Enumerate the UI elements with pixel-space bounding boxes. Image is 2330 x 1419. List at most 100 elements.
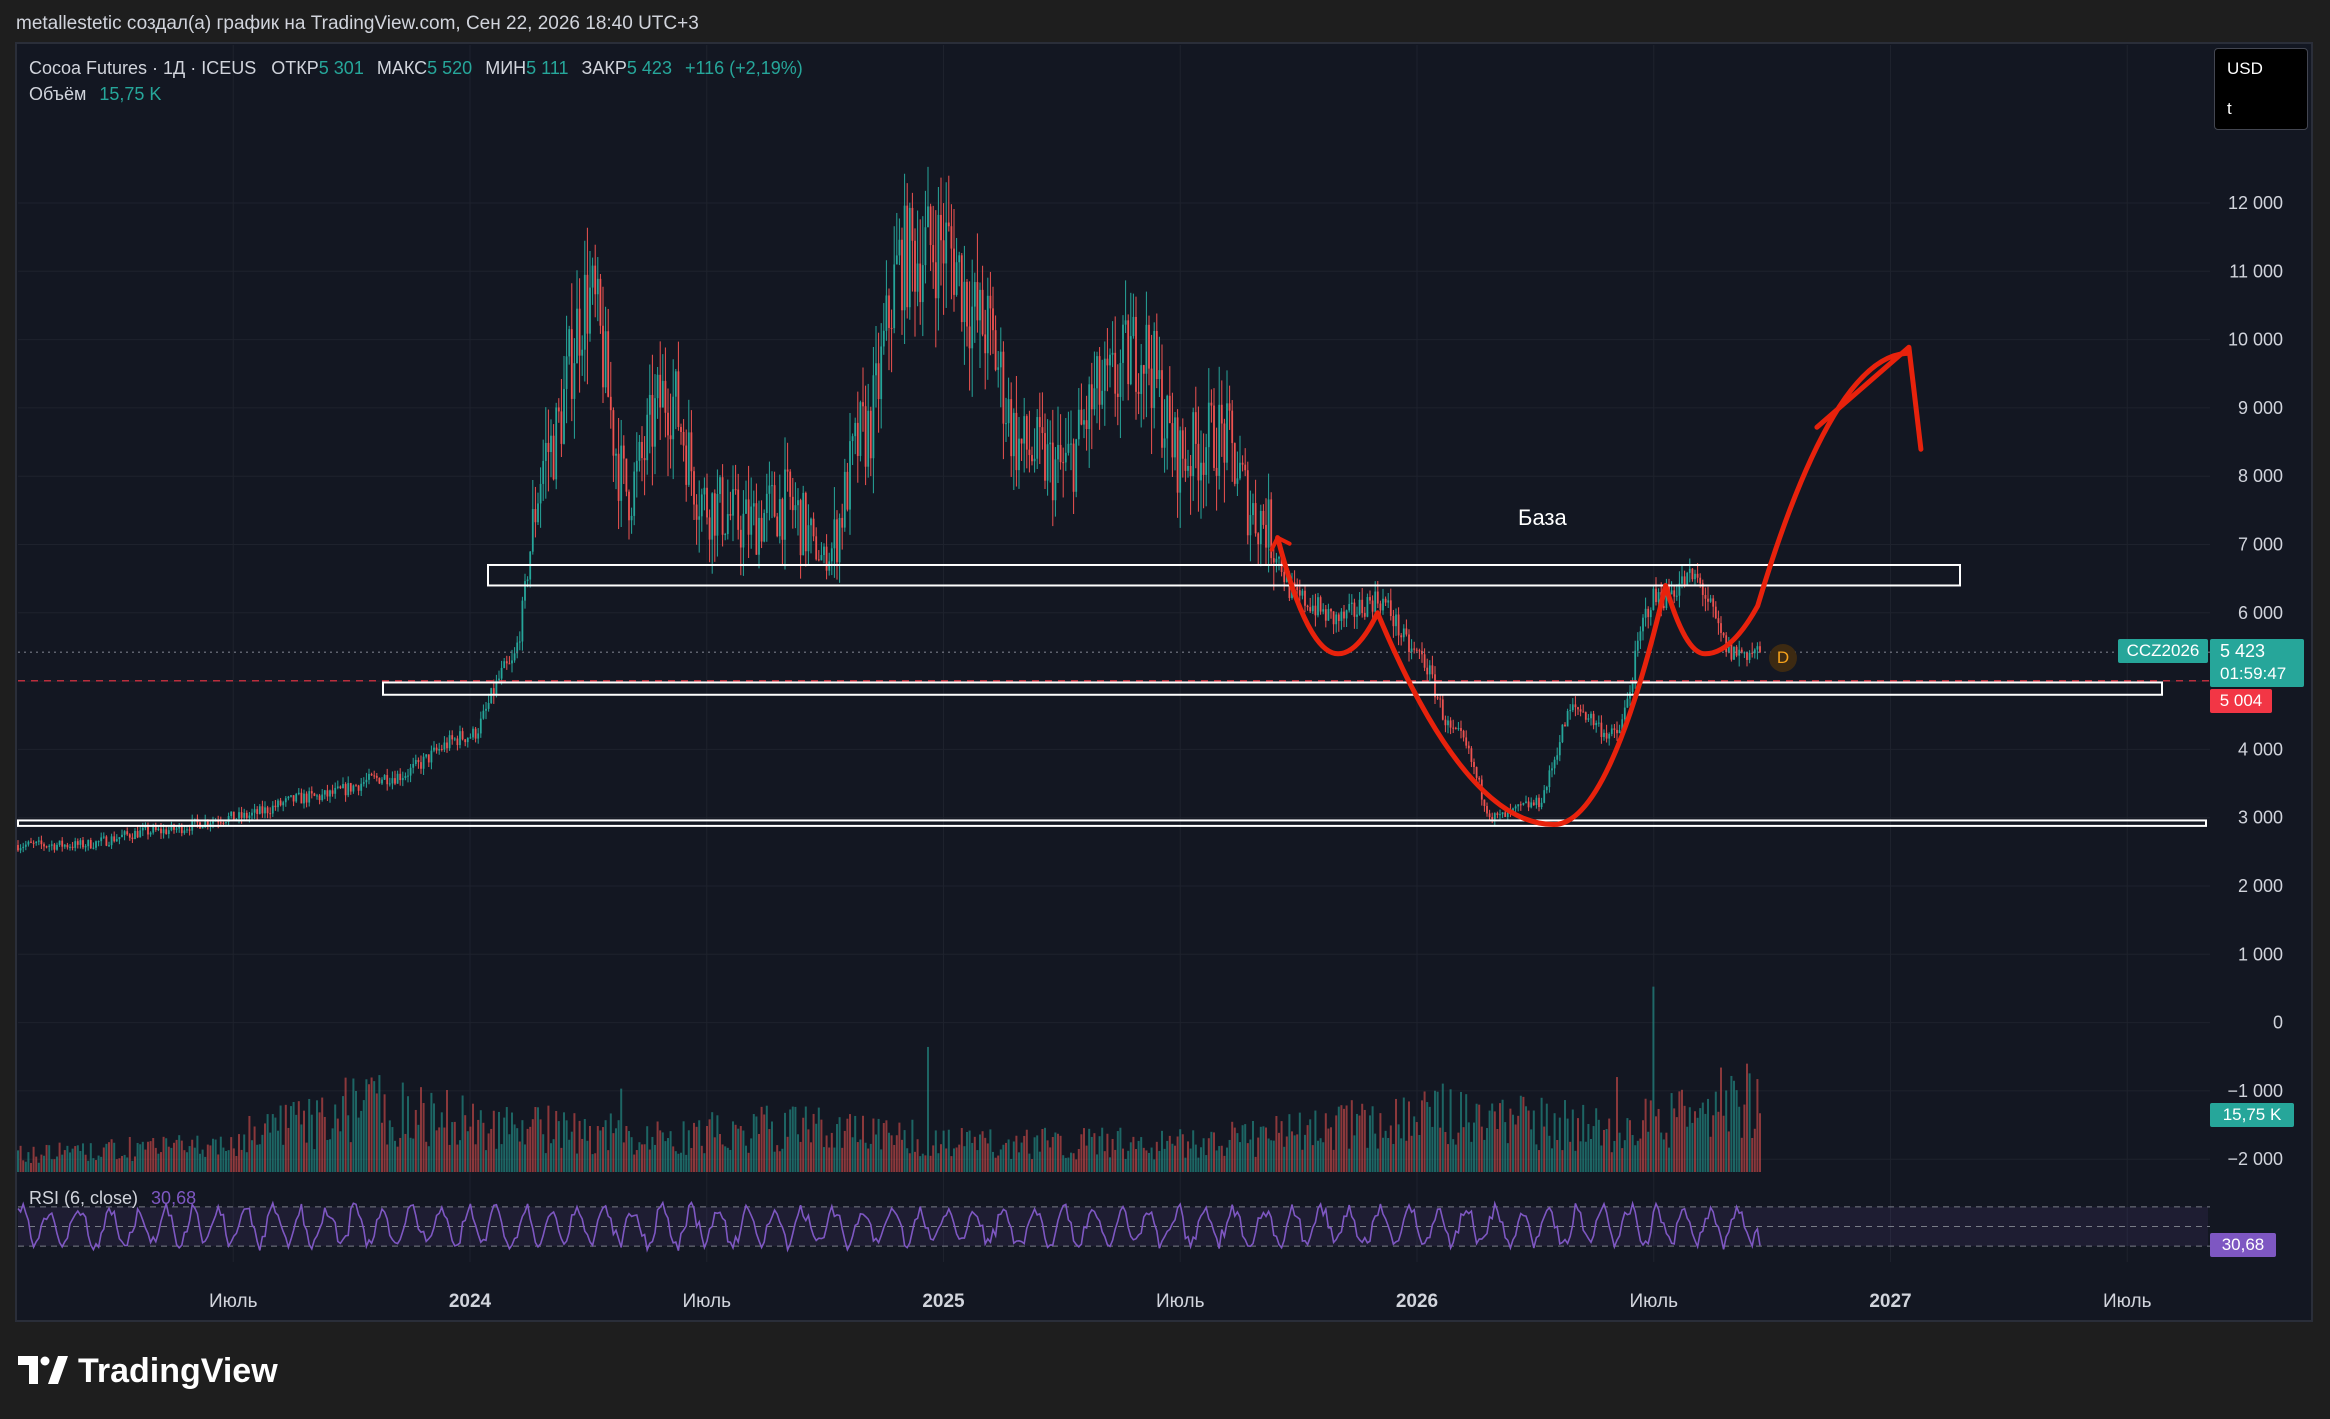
volume-bar <box>633 1154 636 1172</box>
candle-body <box>791 496 794 511</box>
volume-bar <box>206 1144 209 1172</box>
candle-body <box>430 750 433 763</box>
candle-body <box>713 493 716 536</box>
price-tick-label: 10 000 <box>2228 330 2283 350</box>
candle-body <box>1179 430 1182 493</box>
volume-bar <box>495 1148 498 1172</box>
candle-body <box>1119 362 1122 397</box>
legend-close-value: 5 423 <box>626 58 672 78</box>
candle-body <box>1171 423 1174 458</box>
volume-bar <box>563 1112 565 1172</box>
candle-body <box>79 840 82 845</box>
volume-bar <box>173 1142 175 1172</box>
volume-bar <box>383 1094 386 1172</box>
candle-body <box>110 836 113 846</box>
candle-body <box>1397 614 1400 636</box>
candle-body <box>576 308 578 364</box>
volume-bar <box>854 1115 857 1172</box>
volume-bar <box>310 1114 313 1172</box>
candle-body <box>947 222 950 227</box>
volume-bar <box>1252 1120 1254 1172</box>
legend-open-value: 5 301 <box>318 58 364 78</box>
volume-bar <box>596 1126 599 1172</box>
legend-symbol[interactable]: Cocoa Futures · 1Д · ICEUS <box>29 58 257 78</box>
candle-body <box>1304 590 1306 606</box>
candle-body <box>667 412 669 436</box>
candle-body <box>1434 674 1436 698</box>
candle-body <box>292 795 295 802</box>
volume-bar <box>1150 1147 1153 1172</box>
candle-body <box>953 248 955 295</box>
ticker-label: CCZ2026 <box>2126 641 2200 660</box>
volume-bar <box>1015 1135 1018 1172</box>
volume-bar <box>1020 1142 1023 1172</box>
volume-bar <box>797 1134 799 1172</box>
volume-bar <box>121 1156 123 1172</box>
volume-bar <box>1566 1118 1569 1172</box>
volume-bar <box>134 1156 136 1172</box>
volume-bar <box>1714 1091 1717 1172</box>
candle-body <box>318 795 321 801</box>
last-price-badge[interactable]: 5 423 01:59:47 <box>2210 639 2304 687</box>
legend-volume-label[interactable]: Объём <box>29 84 87 104</box>
candle-body <box>425 754 428 757</box>
candle-body <box>225 822 227 824</box>
volume-bar <box>849 1114 851 1172</box>
candle-body <box>1275 558 1278 563</box>
candle-body <box>1322 609 1325 612</box>
candle-body <box>222 822 225 824</box>
candle-body <box>102 836 105 838</box>
candle-body <box>17 845 19 851</box>
volume-bar <box>1467 1122 1470 1172</box>
volume-badge[interactable]: 15,75 K <box>2210 1103 2294 1127</box>
volume-bar <box>95 1160 97 1172</box>
candle-body <box>989 295 992 309</box>
rsi-badge[interactable]: 30,68 <box>2210 1233 2276 1257</box>
volume-bar <box>981 1131 984 1172</box>
rsi-legend-title[interactable]: RSI (6, close) <box>29 1188 139 1208</box>
currency-unit-box[interactable]: USD t <box>2214 48 2308 130</box>
candle-body <box>251 812 253 816</box>
volume-bar <box>1592 1126 1595 1172</box>
candle-body <box>1184 458 1187 471</box>
volume-bar <box>1730 1075 1733 1172</box>
event-marker-dividend[interactable]: D <box>1769 644 1797 672</box>
volume-bar <box>1140 1137 1143 1172</box>
candle-body <box>986 295 989 354</box>
volume-bar <box>53 1159 56 1172</box>
candle-body <box>555 407 558 480</box>
volume-bar <box>1202 1138 1205 1172</box>
volume-bar <box>1491 1103 1494 1172</box>
volume-bar <box>1340 1105 1343 1172</box>
ticker-badge[interactable]: CCZ2026 <box>2118 639 2208 663</box>
candle-body <box>1743 652 1746 654</box>
candle-body <box>1062 462 1065 464</box>
candle-body <box>1525 801 1527 803</box>
volume-bar <box>1642 1120 1644 1172</box>
volume-bar <box>1356 1113 1358 1172</box>
time-tick-label: Июль <box>683 1291 732 1312</box>
candle-body <box>381 779 383 784</box>
tradingview-brand[interactable]: TradingView <box>78 1352 278 1390</box>
candle-body <box>123 831 126 835</box>
volume-bar <box>1707 1098 1709 1172</box>
volume-bar <box>984 1137 987 1172</box>
volume-bar <box>32 1146 35 1172</box>
candle-body <box>1135 316 1137 392</box>
candle-body <box>459 731 461 746</box>
candle-body <box>721 477 724 535</box>
candle-body <box>680 426 682 433</box>
candle-body <box>862 402 864 407</box>
candle-body <box>30 841 32 843</box>
volume-bar <box>61 1154 64 1172</box>
candle-body <box>1499 814 1501 816</box>
volume-bar <box>1571 1109 1574 1172</box>
volume-bar <box>1436 1091 1439 1172</box>
candle-body <box>1036 417 1039 459</box>
volume-bar <box>245 1152 248 1172</box>
volume-bar <box>1408 1101 1410 1172</box>
volume-bar <box>781 1148 784 1172</box>
line-price-badge[interactable]: 5 004 <box>2210 689 2272 713</box>
volume-bar <box>266 1114 269 1172</box>
